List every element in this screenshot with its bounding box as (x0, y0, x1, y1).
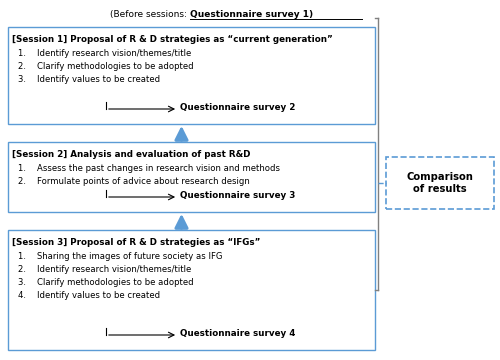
FancyBboxPatch shape (8, 142, 375, 212)
Text: 1.    Assess the past changes in research vision and methods: 1. Assess the past changes in research v… (18, 164, 280, 173)
Text: (Before sessions:: (Before sessions: (110, 9, 190, 18)
Text: Questionnaire survey 4: Questionnaire survey 4 (180, 328, 296, 338)
FancyBboxPatch shape (8, 27, 375, 124)
Text: 2.    Formulate points of advice about research design: 2. Formulate points of advice about rese… (18, 177, 250, 186)
Text: [Session 1] Proposal of R & D strategies as “current generation”: [Session 1] Proposal of R & D strategies… (12, 35, 333, 44)
Text: Questionnaire survey 1): Questionnaire survey 1) (190, 9, 313, 18)
Text: [Session 3] Proposal of R & D strategies as “IFGs”: [Session 3] Proposal of R & D strategies… (12, 238, 260, 247)
Text: 3.    Identify values to be created: 3. Identify values to be created (18, 75, 160, 84)
Text: Questionnaire survey 3: Questionnaire survey 3 (180, 190, 296, 199)
Text: 3.    Clarify methodologies to be adopted: 3. Clarify methodologies to be adopted (18, 278, 194, 287)
FancyBboxPatch shape (8, 230, 375, 350)
Text: Questionnaire survey 2: Questionnaire survey 2 (180, 103, 296, 112)
Text: Comparison
of results: Comparison of results (406, 172, 474, 194)
Text: 1.    Identify research vision/themes/title: 1. Identify research vision/themes/title (18, 49, 191, 58)
Text: [Session 2] Analysis and evaluation of past R&D: [Session 2] Analysis and evaluation of p… (12, 150, 250, 159)
Text: 2.    Identify research vision/themes/title: 2. Identify research vision/themes/title (18, 265, 191, 274)
Text: 2.    Clarify methodologies to be adopted: 2. Clarify methodologies to be adopted (18, 62, 194, 71)
Text: 4.    Identify values to be created: 4. Identify values to be created (18, 291, 160, 300)
FancyBboxPatch shape (386, 157, 494, 209)
Text: 1.    Sharing the images of future society as IFG: 1. Sharing the images of future society … (18, 252, 223, 261)
